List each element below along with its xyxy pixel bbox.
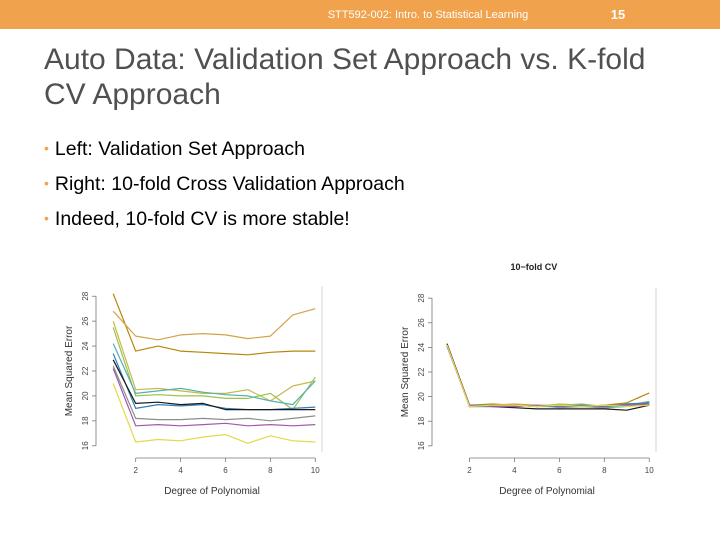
bullet-item: • Left: Validation Set Approach — [44, 132, 405, 167]
y-tick-label: 22 — [417, 367, 426, 376]
series-line — [112, 368, 316, 427]
y-tick-label: 18 — [417, 416, 426, 425]
y-tick-label: 28 — [417, 293, 426, 302]
header-bar — [0, 0, 720, 29]
series-line — [112, 383, 316, 444]
x-tick-label: 8 — [268, 466, 273, 475]
x-axis-label: Degree of Polynomial — [499, 486, 595, 497]
slide-title: Auto Data: Validation Set Approach vs. K… — [44, 43, 646, 111]
x-tick-label: 2 — [133, 466, 138, 475]
page-number: 15 — [610, 7, 626, 22]
y-tick-label: 22 — [81, 366, 90, 375]
series-line — [446, 344, 650, 408]
y-axis-label: Mean Squared Error — [64, 325, 75, 416]
bullet-text: Indeed, 10-fold CV is more stable! — [54, 208, 350, 230]
series-line — [112, 353, 316, 411]
x-tick-label: 10 — [311, 466, 320, 475]
series-line — [112, 321, 316, 402]
x-tick-label: 4 — [512, 466, 517, 475]
y-tick-label: 24 — [81, 341, 90, 350]
bullet-icon: • — [44, 140, 49, 156]
series-line — [112, 359, 316, 411]
x-tick-label: 6 — [223, 466, 228, 475]
series-line — [112, 343, 316, 406]
series-line — [446, 344, 650, 408]
x-tick-label: 10 — [645, 466, 654, 475]
series-line — [112, 365, 316, 422]
y-tick-label: 26 — [81, 316, 90, 325]
series-line — [446, 345, 650, 409]
x-tick-label: 6 — [557, 466, 562, 475]
bullet-icon: • — [44, 175, 49, 191]
y-tick-label: 20 — [81, 391, 90, 400]
chart-title: 10−fold CV — [511, 262, 558, 272]
series-line — [112, 327, 316, 411]
x-tick-label: 4 — [178, 466, 183, 475]
x-axis-label: Degree of Polynomial — [164, 486, 260, 497]
x-tick-label: 8 — [602, 466, 607, 475]
series-line — [446, 345, 650, 408]
y-tick-label: 28 — [81, 291, 90, 300]
bullet-list: • Left: Validation Set Approach • Right: 1… — [44, 132, 405, 237]
y-tick-label: 26 — [417, 318, 426, 327]
course-title: STT592-002: Intro. to Statistical Learni… — [327, 9, 529, 21]
series-line — [446, 344, 650, 408]
x-tick-label: 2 — [467, 466, 472, 475]
y-tick-label: 20 — [417, 392, 426, 401]
bullet-icon: • — [44, 210, 49, 226]
y-tick-label: 24 — [417, 342, 426, 351]
series-line — [446, 343, 650, 410]
y-axis-label: Mean Squared Error — [400, 326, 411, 417]
series-line — [112, 293, 316, 356]
y-tick-label: 16 — [417, 441, 426, 450]
bullet-text: Right: 10-fold Cross Validation Approach — [54, 173, 405, 195]
series-line — [446, 343, 650, 411]
bullet-item: • Right: 10-fold Cross Validation Approac… — [44, 167, 405, 202]
bullet-text: Left: Validation Set Approach — [54, 138, 305, 160]
y-tick-label: 16 — [81, 441, 90, 450]
series-line — [446, 344, 650, 408]
series-line — [112, 308, 316, 341]
y-tick-label: 18 — [81, 416, 90, 425]
series-line — [446, 344, 650, 408]
bullet-item: • Indeed, 10-fold CV is more stable! — [44, 202, 405, 237]
series-line — [446, 344, 650, 408]
